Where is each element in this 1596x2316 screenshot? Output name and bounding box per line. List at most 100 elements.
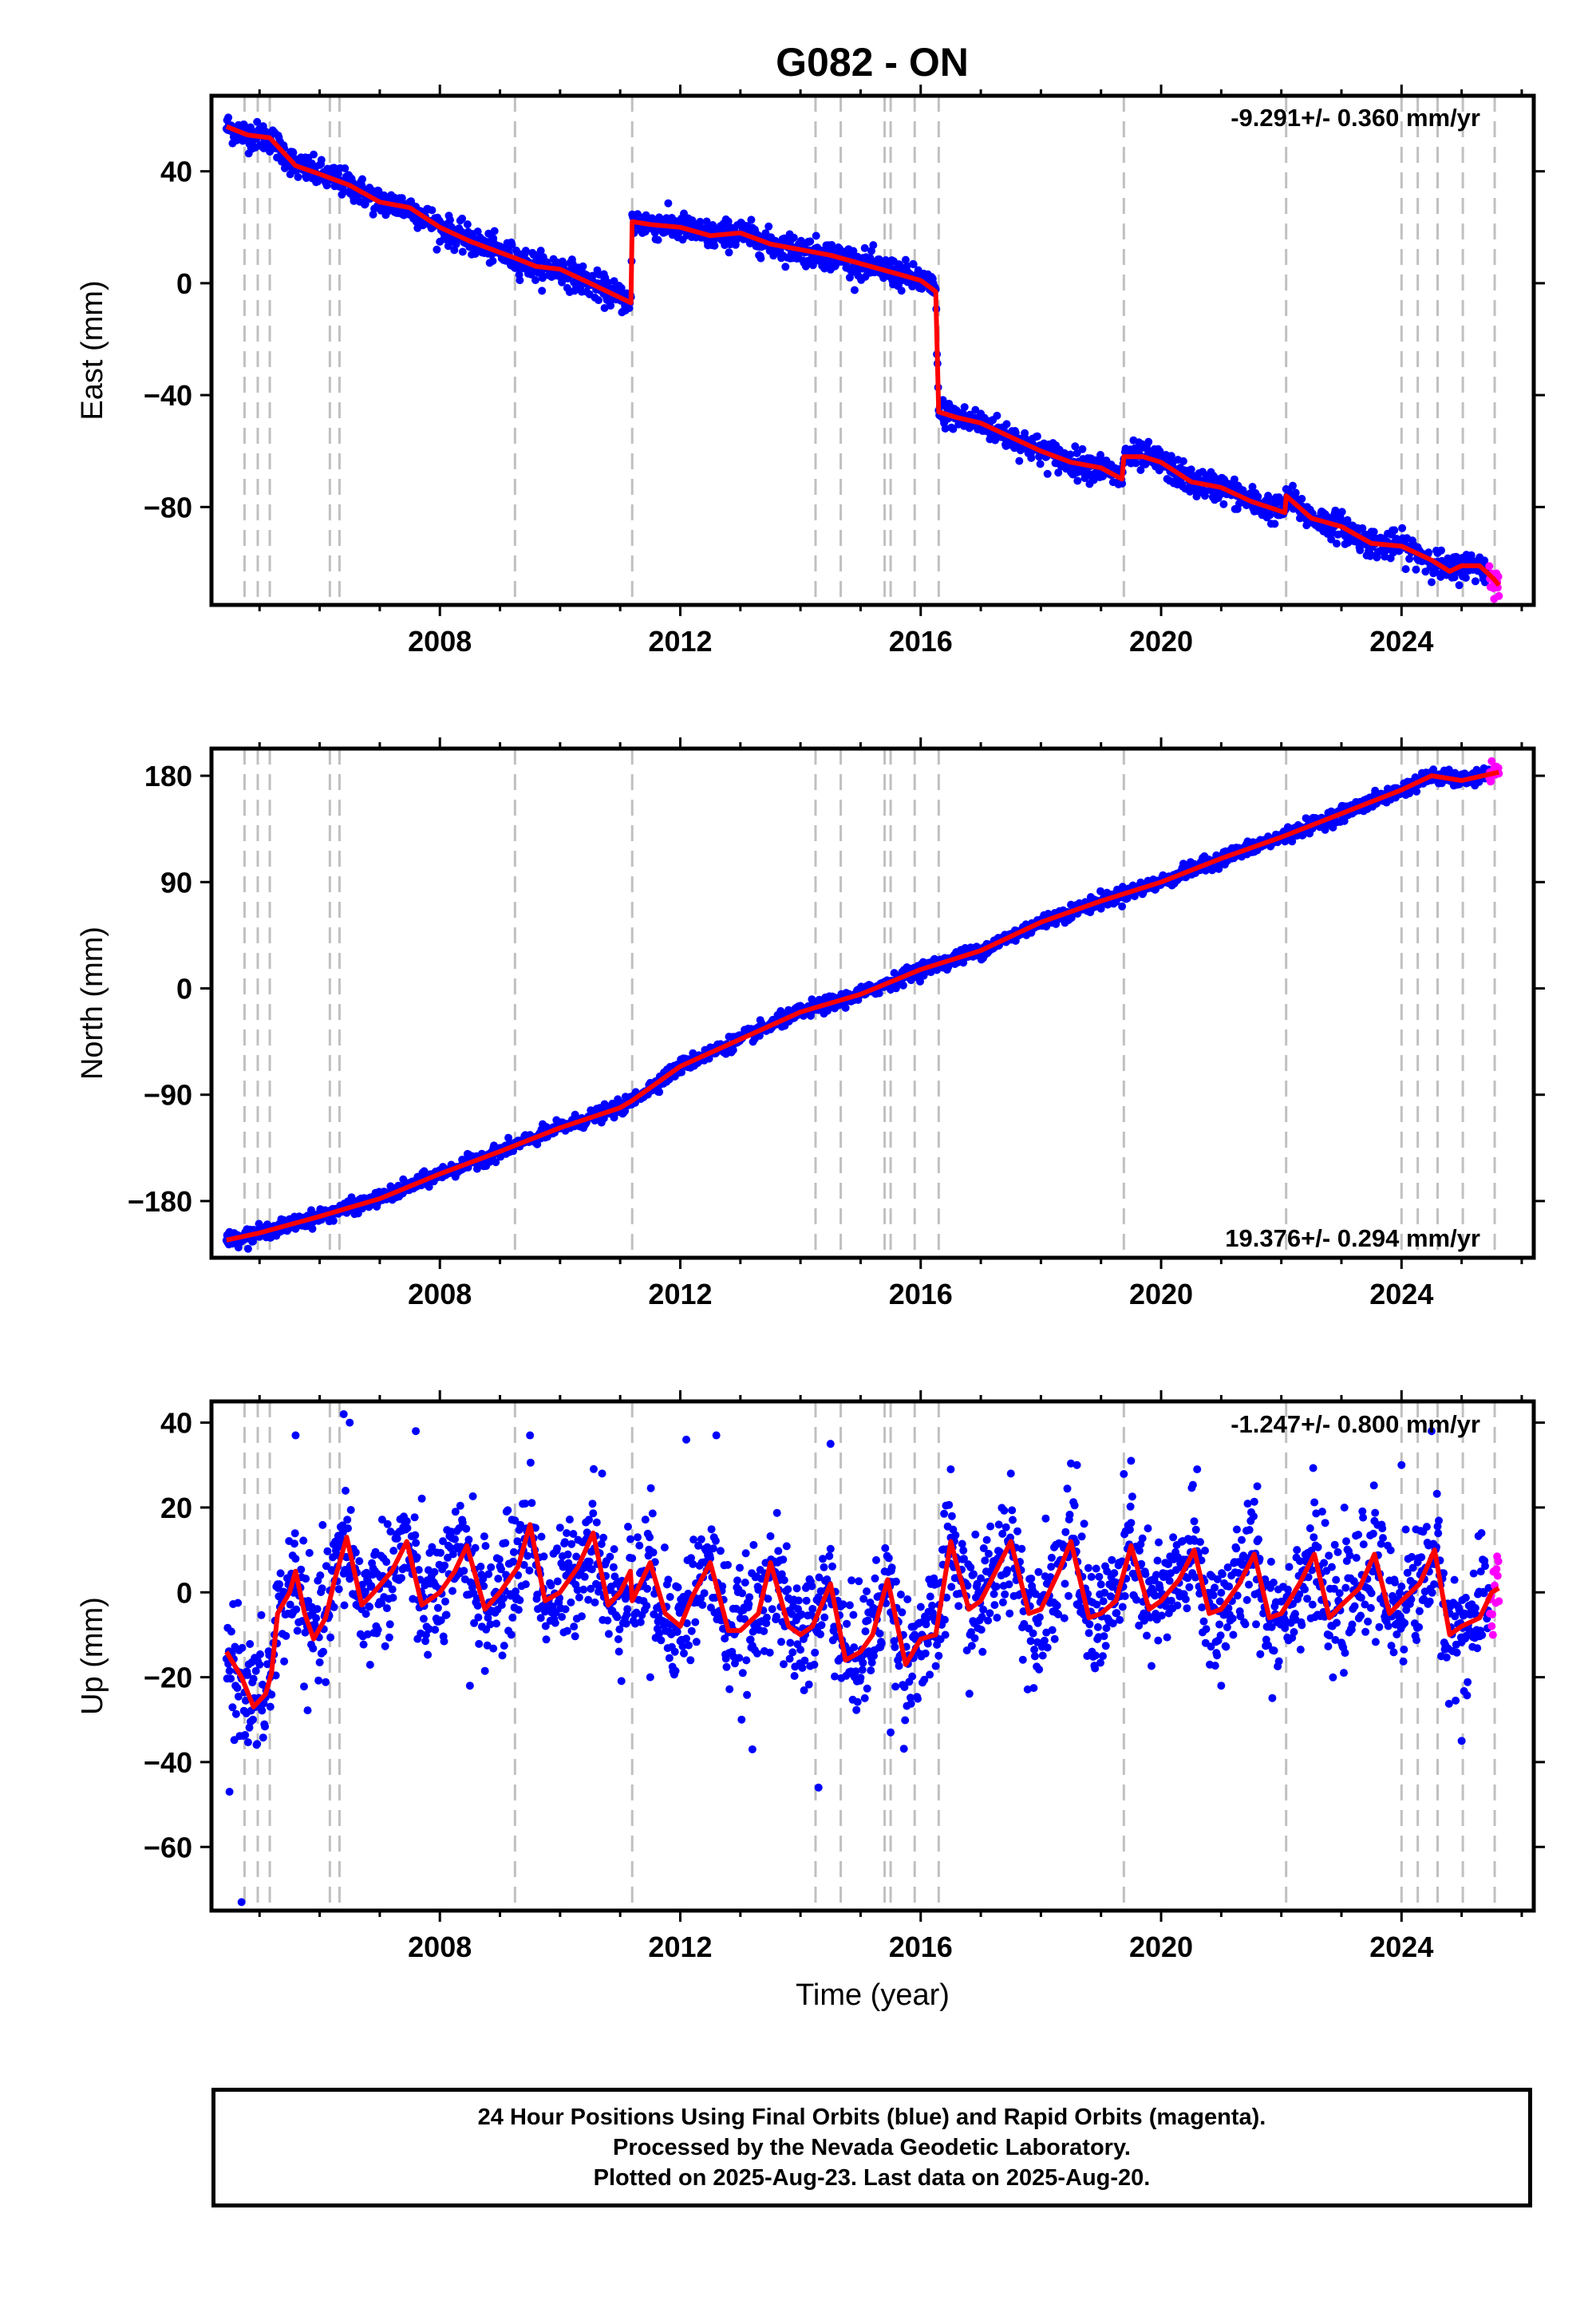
plot-frame (209, 746, 1536, 1260)
final-point (428, 206, 437, 215)
final-point (462, 1524, 471, 1533)
x-tick-label: 2008 (408, 1278, 472, 1310)
final-point (899, 981, 907, 990)
final-point (382, 1604, 391, 1613)
final-point (280, 1657, 289, 1666)
final-point (230, 1736, 239, 1745)
final-point (446, 1543, 455, 1552)
final-point (926, 968, 935, 977)
final-point (257, 1611, 266, 1619)
final-point (1424, 548, 1433, 557)
y-tick-label: 0 (176, 267, 192, 300)
final-point (430, 1567, 439, 1576)
final-point (437, 1548, 444, 1557)
final-point (504, 1133, 513, 1142)
rate-label: -9.291+/- 0.360 mm/yr (1231, 104, 1480, 132)
final-point (724, 217, 733, 226)
final-point (310, 150, 318, 159)
y-tick-label: 0 (176, 972, 192, 1005)
final-point (243, 1738, 252, 1747)
final-point (412, 1539, 421, 1547)
final-point (1002, 420, 1011, 429)
x-tick-label: 2016 (889, 625, 953, 658)
final-point (294, 172, 302, 181)
final-point (473, 227, 482, 236)
final-point (300, 1682, 308, 1691)
final-point (256, 1650, 264, 1658)
final-point (542, 1635, 551, 1644)
final-point (267, 1690, 276, 1699)
final-point (389, 1594, 397, 1602)
final-point (334, 1585, 343, 1594)
final-point (227, 1627, 235, 1636)
final-point (1337, 508, 1346, 516)
final-point (536, 1614, 545, 1622)
final-point (385, 1633, 393, 1642)
final-point (523, 1551, 532, 1560)
final-point (227, 1674, 235, 1683)
final-point (521, 247, 530, 255)
y-tick-label: 90 (160, 866, 192, 899)
final-point (655, 1088, 664, 1097)
final-point (308, 1224, 317, 1233)
final-point (1467, 551, 1476, 559)
final-point (425, 1183, 433, 1192)
final-point (301, 1628, 310, 1637)
final-point (725, 248, 733, 257)
final-point (508, 1613, 517, 1622)
final-point (1428, 578, 1436, 587)
final-point (1015, 456, 1024, 465)
final-point (293, 1626, 302, 1635)
final-point (551, 1618, 559, 1627)
plot-area (222, 1401, 1503, 1911)
final-point (480, 1666, 489, 1675)
y-tick-label: 40 (160, 156, 192, 188)
final-point (386, 1528, 395, 1536)
final-point (424, 1566, 433, 1575)
final-point (460, 1567, 468, 1575)
final-point (1136, 466, 1145, 474)
final-point (322, 1678, 330, 1686)
final-point (1455, 581, 1464, 590)
y-axis-label: North (mm) (76, 927, 109, 1080)
x-tick-label: 2008 (408, 625, 472, 658)
final-point (555, 1524, 564, 1532)
final-point (359, 1640, 368, 1649)
final-point (463, 220, 472, 229)
x-tick-label: 2012 (648, 1278, 712, 1310)
final-point (1327, 535, 1336, 543)
final-point (1027, 453, 1036, 462)
final-point (1437, 546, 1445, 555)
final-point (820, 264, 829, 273)
final-point (537, 1532, 546, 1541)
x-tick-label: 2016 (889, 1278, 953, 1310)
rapid-point (1485, 562, 1494, 571)
final-point (458, 214, 467, 223)
final-point (361, 1587, 369, 1596)
final-point (678, 1068, 685, 1077)
model-curve (226, 769, 1499, 1243)
final-point (1201, 492, 1209, 500)
final-point (1144, 437, 1153, 446)
final-point (789, 233, 798, 242)
y-tick-label: 180 (144, 760, 192, 792)
final-point (381, 1642, 389, 1650)
final-point (470, 1618, 479, 1627)
final-point (547, 1581, 555, 1590)
final-point (1179, 860, 1187, 868)
final-point (757, 254, 765, 263)
final-point (508, 240, 516, 249)
final-point (291, 1555, 300, 1563)
final-point (519, 1560, 528, 1569)
figure-title: G082 - ON (776, 40, 969, 85)
final-point (869, 241, 878, 250)
final-point (509, 1547, 518, 1556)
rapid-point (1493, 583, 1502, 592)
final-point (1429, 765, 1438, 774)
x-tick-label: 2012 (648, 625, 712, 658)
final-point (330, 1603, 338, 1611)
final-point (411, 1531, 420, 1539)
final-point (849, 247, 858, 255)
final-point (481, 1542, 490, 1551)
